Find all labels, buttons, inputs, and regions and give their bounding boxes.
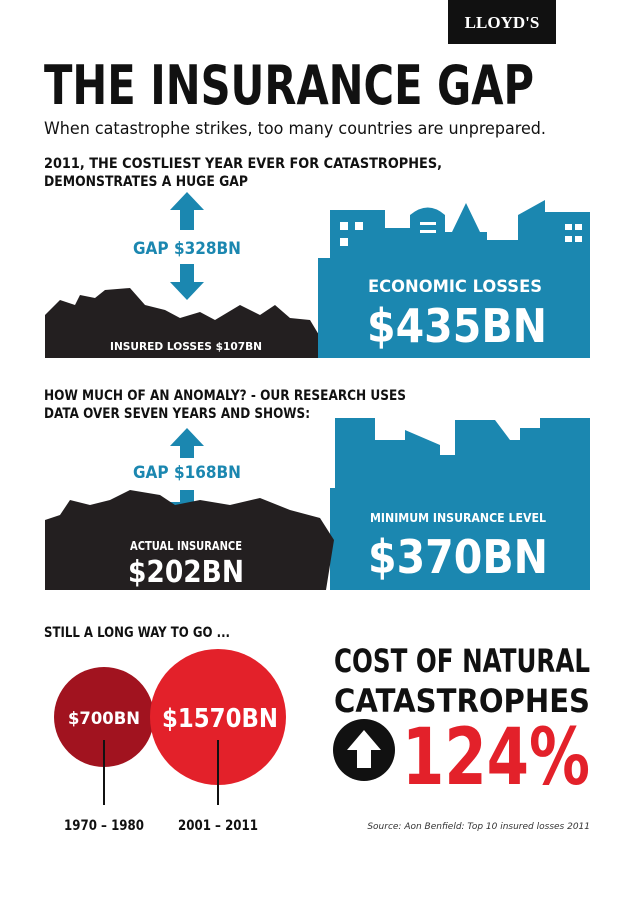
insured-losses: INSURED LOSSES $107BN — [110, 340, 262, 353]
up-arrow — [170, 192, 204, 230]
rubble-skyline — [45, 288, 322, 358]
section-heading: DEMONSTRATES A HUGE GAP — [44, 174, 248, 190]
gap-label: GAP $328BN — [133, 239, 241, 259]
actual-value: $202BN — [128, 555, 244, 590]
windows — [340, 222, 582, 246]
down-arrow — [170, 264, 204, 300]
gap-label: GAP $168BN — [133, 463, 241, 483]
section-heading: DATA OVER SEVEN YEARS AND SHOWS: — [44, 406, 310, 422]
circle-2011 — [150, 649, 286, 785]
circle-1970 — [54, 667, 154, 767]
section-heading: 2011, THE COSTLIEST YEAR EVER FOR CATAST… — [44, 156, 442, 172]
up-icon-arrow — [347, 730, 381, 768]
economic-value: $435BN — [367, 299, 547, 353]
actual-label: ACTUAL INSURANCE — [130, 539, 242, 553]
period-label: 1970 – 1980 — [64, 818, 144, 834]
title: THE INSURANCE GAP — [44, 54, 534, 117]
circle-value: $700BN — [68, 709, 140, 729]
circle-value: $1570BN — [162, 704, 278, 734]
minimum-label: MINIMUM INSURANCE LEVEL — [370, 511, 546, 525]
section-heading: HOW MUCH OF AN ANOMALY? - OUR RESEARCH U… — [44, 388, 406, 404]
subtitle: When catastrophe strikes, too many count… — [44, 119, 546, 139]
up-arrow — [170, 428, 204, 458]
headline: CATASTROPHES — [334, 682, 590, 720]
period-label: 2001 – 2011 — [178, 818, 258, 834]
city-skyline — [330, 418, 590, 590]
minimum-value: $370BN — [368, 530, 548, 584]
headline: COST OF NATURAL — [334, 642, 590, 680]
logo: LLOYD'S — [465, 13, 540, 32]
source: Source: Aon Benfield: Top 10 insured los… — [367, 822, 590, 832]
logo-box — [448, 0, 556, 44]
increase: 124% — [402, 713, 590, 803]
economic-label: ECONOMIC LOSSES — [368, 277, 542, 297]
section-heading: STILL A LONG WAY TO GO ... — [44, 625, 230, 641]
city-skyline — [318, 200, 590, 358]
rubble-skyline — [45, 490, 334, 590]
